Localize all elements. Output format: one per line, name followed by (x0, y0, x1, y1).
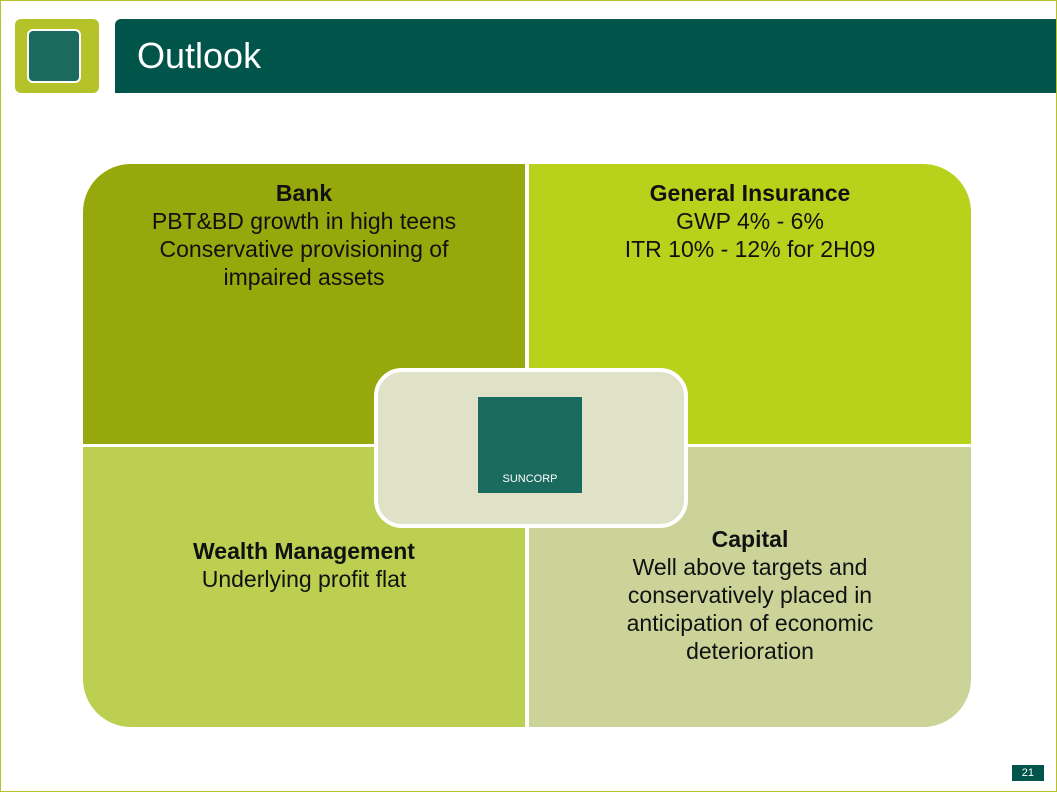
title: Outlook (115, 19, 1056, 93)
quadrant-title: General Insurance (649, 180, 851, 206)
quadrant: Capital Well above targets and conservati… (529, 447, 971, 727)
quadrant-title: Bank (275, 180, 333, 206)
quadrant-line: ITR 10% - 12% for 2H09 (624, 236, 876, 262)
logo: SUNCORP (478, 397, 582, 493)
page-number: 21 (1011, 765, 1044, 781)
quadrant-title: Capital (711, 526, 789, 552)
quadrant-line: Conservative provisioning of impaired as… (159, 236, 449, 290)
quadrant-line: PBT&BD growth in high teens (151, 208, 457, 234)
logo-text: SUNCORP (502, 473, 558, 485)
quadrant-line: Well above targets and conservatively pl… (626, 554, 874, 664)
quadrant-title: Wealth Management (193, 538, 415, 564)
logo-box (15, 19, 99, 93)
logo-icon (27, 29, 81, 83)
quadrant-line: Underlying profit flat (201, 566, 407, 592)
quadrant-line: GWP 4% - 6% (676, 208, 824, 234)
quadrant: Bank PBT&BD growth in high teens Conservat… (83, 164, 525, 444)
center-panel: SUNCORP (374, 368, 688, 528)
